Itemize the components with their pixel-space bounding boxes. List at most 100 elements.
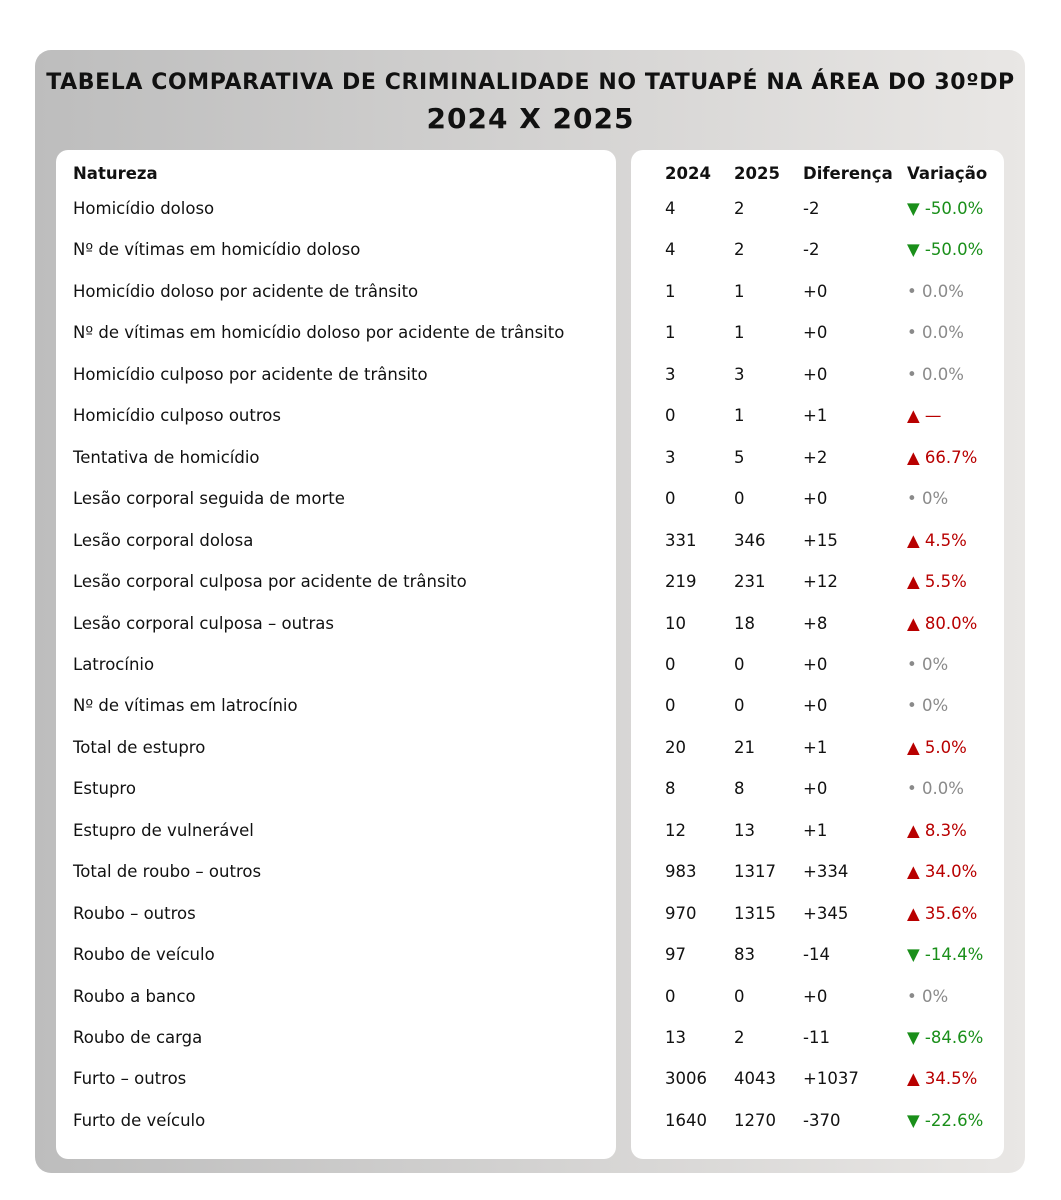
year-2024: 97	[665, 945, 686, 965]
nature: Homicídio doloso	[73, 199, 215, 218]
year-2025: 1270	[734, 1110, 776, 1130]
nature: Nº de vítimas em latrocínio	[73, 696, 298, 716]
variation: ▼ -50.0%	[907, 199, 984, 218]
year-2025: 1	[734, 281, 745, 301]
difference: -2	[803, 199, 820, 218]
year-2024: 20	[665, 737, 686, 757]
nature: Total de roubo – outros	[73, 862, 262, 882]
year-2024: 1	[665, 323, 676, 343]
variation: ▼ -14.4%	[907, 945, 984, 965]
column-header: Diferença	[803, 164, 893, 183]
difference: +12	[803, 572, 838, 592]
year-2025: 1	[734, 323, 745, 343]
year-2025: 0	[734, 696, 745, 716]
column-header: Variação	[907, 164, 988, 183]
difference: +1	[803, 737, 828, 757]
variation: • 0.0%	[907, 281, 964, 301]
nature: Nº de vítimas em homicídio doloso	[73, 240, 361, 260]
difference: +345	[803, 903, 849, 923]
nature: Tentativa de homicídio	[73, 447, 260, 467]
column-header: 2025	[734, 164, 780, 183]
nature: Nº de vítimas em homicídio doloso por ac…	[73, 323, 565, 343]
variation: ▲ 5.5%	[907, 572, 967, 592]
year-2024: 0	[665, 696, 676, 716]
column-header: 2024	[665, 164, 711, 183]
year-2025: 83	[734, 945, 755, 965]
year-2024: 219	[665, 572, 697, 592]
difference: +0	[803, 654, 828, 674]
year-2024: 0	[665, 406, 676, 426]
year-2024: 970	[665, 903, 697, 923]
nature: Latrocínio	[73, 654, 155, 674]
nature: Homicídio doloso por acidente de trânsit…	[73, 281, 419, 301]
difference: +1	[803, 406, 828, 426]
year-2024: 331	[665, 530, 697, 550]
nature: Homicídio culposo por acidente de trânsi…	[73, 364, 428, 384]
difference: -14	[803, 945, 830, 965]
difference: +8	[803, 613, 828, 633]
year-2025: 2	[734, 240, 745, 260]
difference: -11	[803, 1028, 830, 1047]
year-2025: 8	[734, 779, 745, 799]
difference: +15	[803, 530, 838, 550]
difference: +0	[803, 364, 828, 384]
difference: +0	[803, 986, 828, 1006]
year-2025: 18	[734, 613, 755, 633]
variation: ▲ 34.0%	[907, 862, 978, 882]
difference: +0	[803, 779, 828, 799]
difference: +334	[803, 862, 849, 882]
variation: • 0.0%	[907, 364, 964, 384]
year-2025: 3	[734, 364, 745, 384]
year-2025: 21	[734, 737, 755, 757]
subtitle: 2024 X 2025	[426, 102, 635, 135]
difference: -2	[803, 240, 820, 260]
difference: +0	[803, 489, 828, 509]
nature: Estupro de vulnerável	[73, 820, 254, 840]
variation: ▲ 8.3%	[907, 820, 967, 840]
nature: Furto de veículo	[73, 1110, 206, 1130]
year-2025: 0	[734, 489, 745, 509]
variation: • 0.0%	[907, 323, 964, 343]
nature: Lesão corporal culposa por acidente de t…	[73, 572, 467, 592]
variation: • 0%	[907, 654, 949, 674]
variation: ▼ -84.6%	[907, 1028, 984, 1047]
right-panel	[631, 150, 1004, 1159]
year-2025: 2	[734, 199, 745, 218]
year-2024: 4	[665, 199, 676, 218]
year-2025: 4043	[734, 1069, 776, 1089]
year-2024: 13	[665, 1028, 686, 1047]
year-2024: 3	[665, 447, 676, 467]
year-2025: 0	[734, 986, 745, 1006]
year-2024: 10	[665, 613, 686, 633]
column-header: Natureza	[73, 164, 158, 183]
variation: ▲ 34.5%	[907, 1069, 978, 1089]
difference: +0	[803, 323, 828, 343]
nature: Roubo de veículo	[73, 945, 215, 965]
difference: +1037	[803, 1069, 859, 1089]
variation: ▲ 66.7%	[907, 447, 978, 467]
year-2024: 0	[665, 489, 676, 509]
nature: Lesão corporal culposa – outras	[73, 613, 334, 633]
difference: +0	[803, 696, 828, 716]
year-2025: 346	[734, 530, 766, 550]
year-2025: 2	[734, 1028, 745, 1047]
variation: • 0%	[907, 489, 949, 509]
nature: Roubo de carga	[73, 1028, 203, 1047]
nature: Homicídio culposo outros	[73, 406, 281, 426]
nature: Roubo – outros	[73, 903, 196, 923]
variation: ▲ 5.0%	[907, 737, 967, 757]
year-2024: 3006	[665, 1069, 707, 1089]
variation: ▲ 35.6%	[907, 903, 978, 923]
variation: • 0%	[907, 696, 949, 716]
year-2025: 0	[734, 654, 745, 674]
year-2024: 1	[665, 281, 676, 301]
variation: • 0%	[907, 986, 949, 1006]
nature: Lesão corporal dolosa	[73, 530, 254, 550]
variation: ▼ -50.0%	[907, 240, 984, 260]
variation: • 0.0%	[907, 779, 964, 799]
variation: ▲ 80.0%	[907, 613, 978, 633]
year-2024: 1640	[665, 1110, 707, 1130]
difference: -370	[803, 1110, 841, 1130]
variation: ▲ 4.5%	[907, 530, 967, 550]
